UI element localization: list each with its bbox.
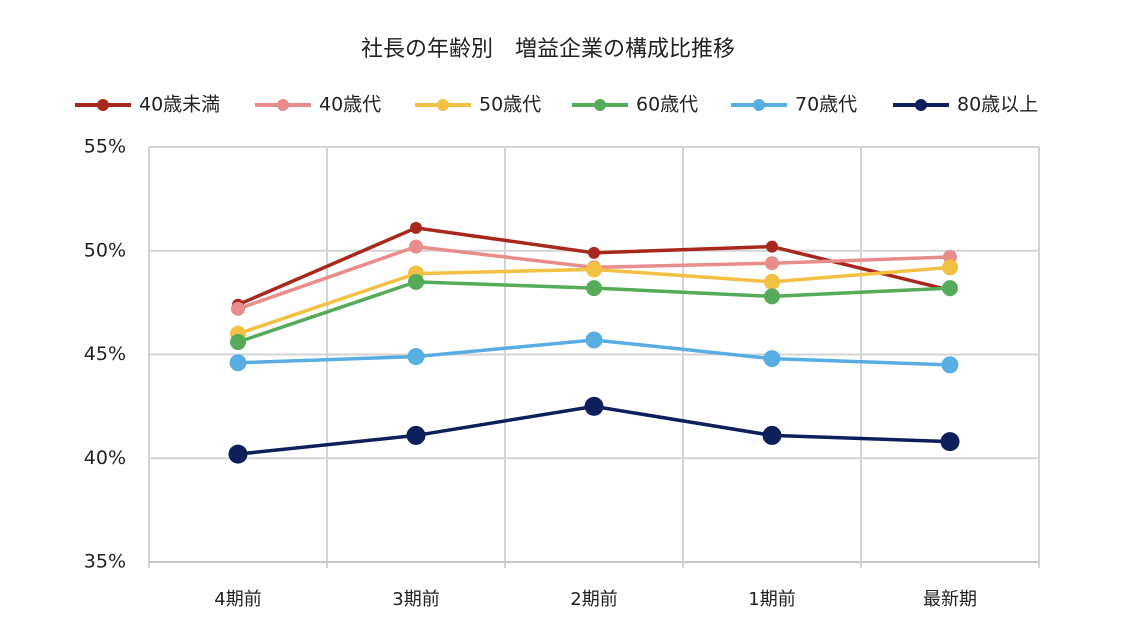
data-point [406,425,426,445]
y-tick-label: 55% [84,136,126,158]
data-point [763,350,781,368]
data-point [407,348,425,366]
data-point [229,354,247,372]
legend-label: 80歳以上 [957,94,1038,116]
legend-marker [97,99,109,111]
legend-label: 40歳代 [319,94,381,116]
data-point [586,261,602,278]
data-point [941,356,959,374]
x-tick-label: 4期前 [214,589,261,610]
data-point [764,288,780,305]
data-point [766,240,778,253]
data-point [765,256,779,271]
y-tick-label: 40% [84,447,126,469]
data-point [228,444,248,464]
data-point [942,259,958,276]
x-tick-label: 3期前 [392,589,439,610]
data-point [764,273,780,290]
data-point [942,280,958,297]
data-point [408,273,424,290]
legend-marker [594,99,606,111]
legend-label: 50歳代 [479,94,541,116]
legend-label: 70歳代 [795,94,857,116]
legend-marker [915,99,927,111]
data-point [231,301,245,316]
data-point [584,396,604,416]
data-point [762,425,782,445]
data-point [588,246,600,259]
data-point [585,331,603,349]
chart-title: 社長の年齢別 増益企業の構成比推移 [361,37,735,62]
legend-label: 40歳未満 [139,94,220,116]
data-point [409,239,423,254]
legend-label: 60歳代 [636,94,698,116]
x-tick-label: 1期前 [748,589,795,610]
legend-marker [277,99,289,111]
y-tick-label: 35% [84,551,126,573]
data-point [410,221,422,234]
legend-marker [753,99,765,111]
x-tick-label: 最新期 [923,589,977,610]
y-tick-label: 45% [84,343,126,365]
data-point [586,280,602,297]
y-tick-label: 50% [84,239,126,261]
data-point [940,432,960,452]
x-tick-label: 2期前 [570,589,617,610]
data-point [230,334,246,351]
legend-marker [437,99,449,111]
